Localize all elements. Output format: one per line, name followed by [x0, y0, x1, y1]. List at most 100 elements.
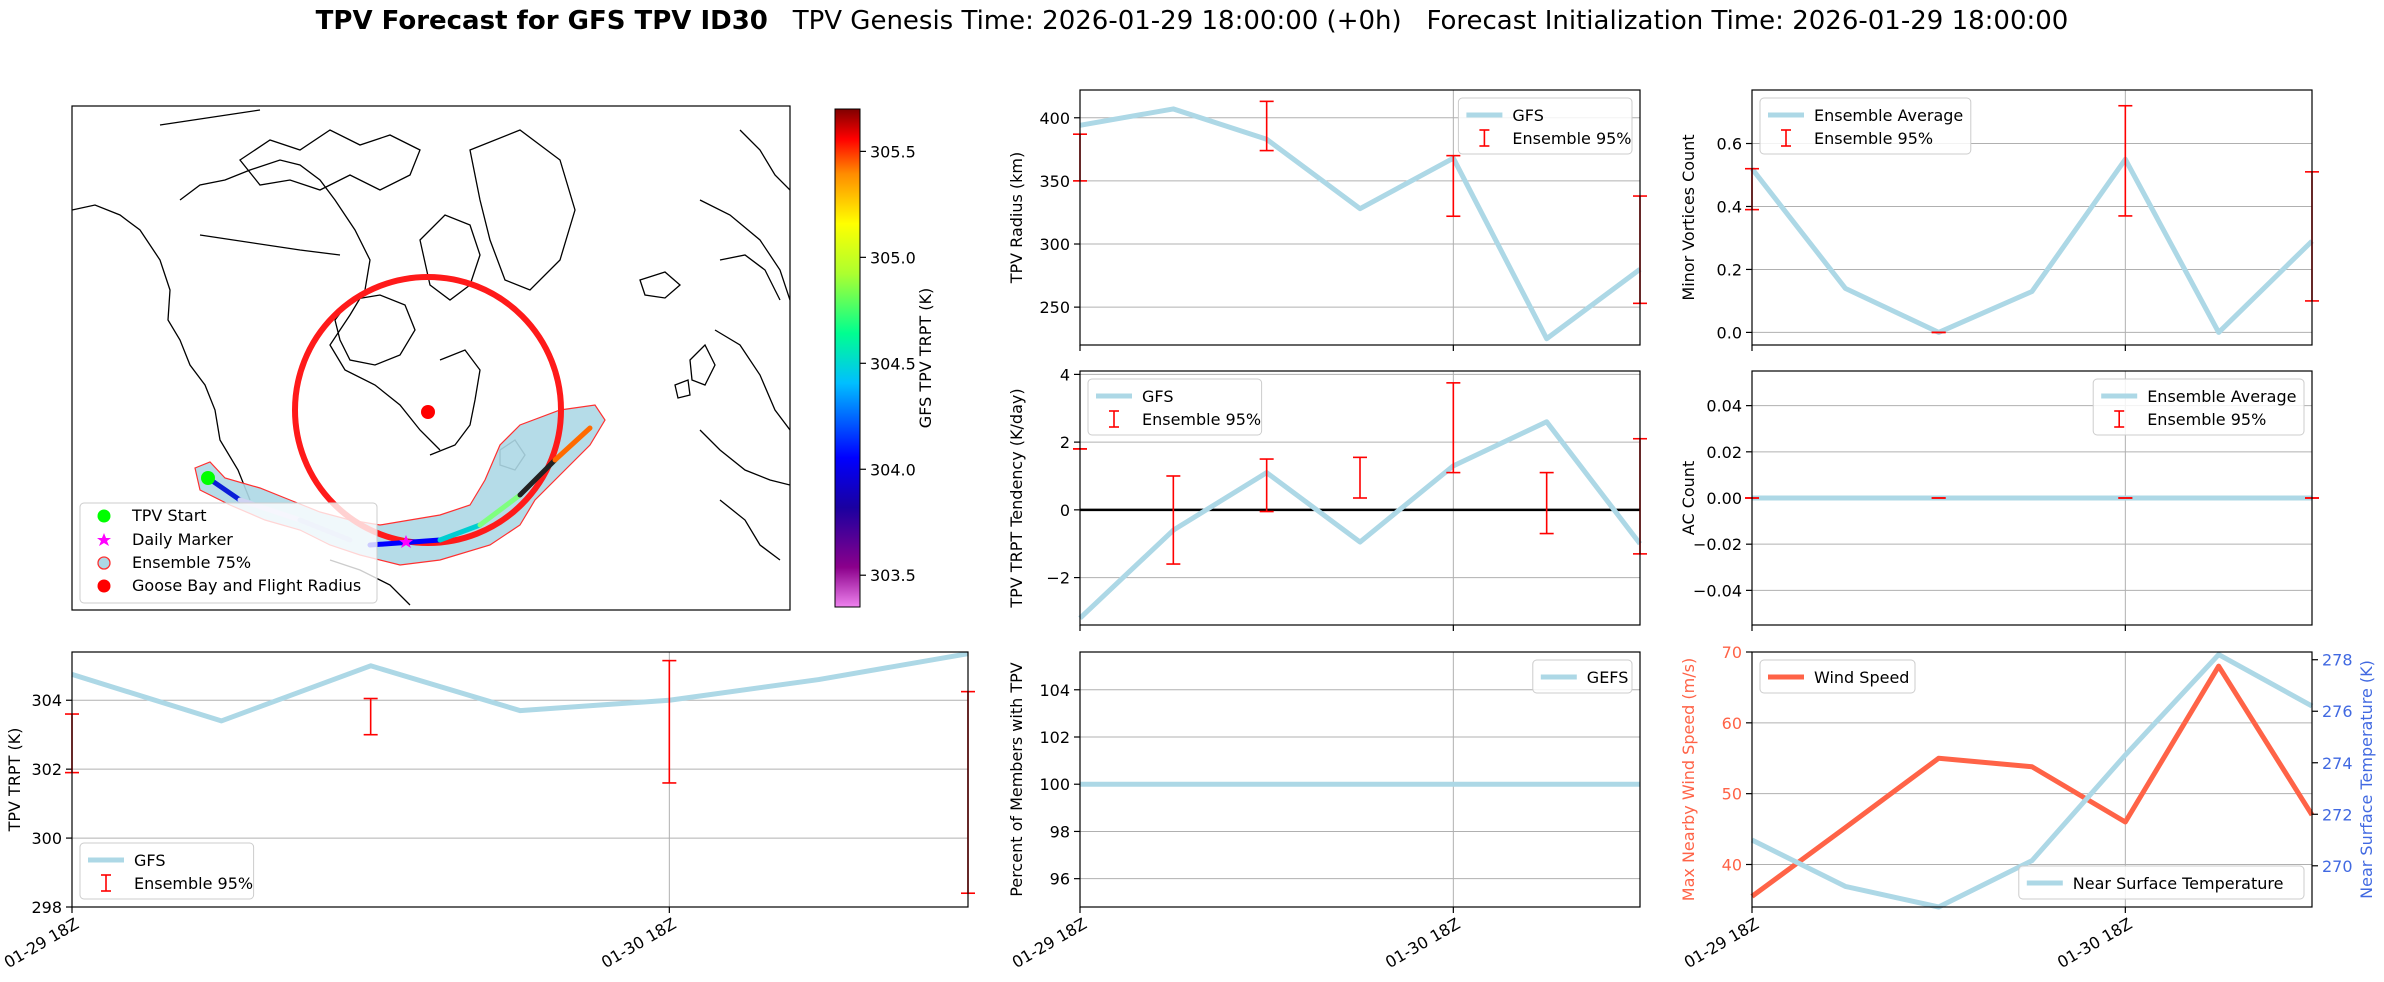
ytick-label: 4 — [1060, 365, 1070, 384]
map-border-line — [159, 109, 341, 256]
legend-box — [79, 842, 255, 900]
colorbar-tick-label: 304.5 — [870, 354, 916, 373]
british-isles — [674, 343, 716, 399]
xtick-label: 01-29 18Z — [1, 914, 82, 972]
ytick-label: 100 — [1039, 775, 1070, 794]
title-genesis-time: TPV Genesis Time: 2026-01-29 18:00:00 (+… — [792, 6, 1402, 36]
y2tick-label: 274 — [2322, 754, 2353, 773]
chart-radius: 250 300 350 400 TPV Radius (km) GFS Ensemble 9… — [1007, 89, 1647, 351]
legend-trpt: GFS Ensemble 95% — [79, 842, 255, 900]
yaxis-label: Percent of Members with TPV — [1007, 662, 1026, 896]
axes-frame — [1079, 89, 1641, 346]
ytick-label: 0.4 — [1717, 197, 1742, 216]
legend-tpv-start: TPV Start — [131, 506, 207, 525]
legend-radius: GFS Ensemble 95% — [1457, 97, 1633, 155]
colorbar-tick-label: 305.5 — [870, 142, 916, 161]
axes-frame — [1751, 89, 2313, 346]
colorbar-label: GFS TPV TRPT (K) — [916, 288, 935, 428]
legend-label: GEFS — [1587, 668, 1629, 687]
series-line-trpt — [71, 651, 969, 724]
colorbar-gradient — [834, 108, 861, 608]
legend-label: Near Surface Temperature — [2073, 874, 2284, 893]
ytick-label: −0.04 — [1693, 581, 1742, 600]
legend-label: Ensemble Average — [1814, 106, 1963, 125]
series-line-radius — [1079, 106, 1642, 342]
legend-label: GFS — [134, 851, 165, 870]
ytick-label: 400 — [1039, 109, 1070, 128]
ytick-label: 2 — [1060, 433, 1070, 452]
legend-ensemble-75: Ensemble 75% — [132, 553, 251, 572]
axes-frame — [71, 651, 969, 908]
legend-daily-marker: Daily Marker — [132, 530, 233, 549]
ytick-label: 250 — [1039, 298, 1070, 317]
y2tick-label: 278 — [2322, 651, 2353, 670]
ytick-label: 40 — [1722, 856, 1742, 875]
series-line-tendency — [1078, 419, 1642, 621]
axes-frame — [1079, 651, 1641, 908]
legend-wind: Near Surface Temperature — [2018, 865, 2305, 900]
ytick-label: 60 — [1722, 714, 1742, 733]
colorbar-tick-label: 305.0 — [870, 248, 916, 267]
legend-box — [1532, 659, 1633, 694]
legend-label: Ensemble 95% — [1142, 410, 1261, 429]
ytick-label: −2 — [1046, 569, 1070, 588]
yaxis-label: TPV Radius (km) — [1007, 152, 1026, 285]
ytick-label: 102 — [1039, 728, 1070, 747]
chart-wind: 40 50 60 70 01-29 18Z 01-30 18Z 270 272 274 276 27… — [1679, 643, 2376, 972]
ytick-label: 98 — [1050, 822, 1070, 841]
scandinavia — [719, 129, 790, 301]
ytick-label: 302 — [31, 760, 62, 779]
labrador-coast — [429, 349, 481, 456]
axes-frame — [1079, 370, 1641, 626]
legend-members: GEFS — [1532, 659, 1633, 694]
y2tick-label: 272 — [2322, 805, 2353, 824]
ytick-label: 304 — [31, 691, 62, 710]
xtick-label: 01-30 18Z — [2054, 914, 2135, 972]
ytick-label: 350 — [1039, 172, 1070, 191]
yaxis-label: AC Count — [1679, 461, 1698, 535]
ytick-label: 0 — [1060, 501, 1070, 520]
yaxis-label: TPV TRPT Tendency (K/day) — [1007, 388, 1026, 608]
ytick-label: 0.2 — [1717, 260, 1742, 279]
map-legend: TPV Start Daily Marker Ensemble 75% Goos… — [79, 502, 378, 604]
ytick-label: 0.04 — [1706, 397, 1742, 416]
coastline-alaska — [72, 204, 251, 501]
legend-label: Ensemble Average — [2147, 387, 2296, 406]
europe-coast — [699, 199, 790, 561]
title-init-time: Forecast Initialization Time: 2026-01-29… — [1426, 6, 2069, 36]
y2tick-label: 276 — [2322, 702, 2353, 721]
legend-box — [2092, 378, 2305, 436]
legend-label: Ensemble 95% — [2147, 410, 2266, 429]
series-line-wind — [1750, 663, 2315, 899]
ytick-label: 70 — [1722, 643, 1742, 662]
ytick-label: −0.02 — [1693, 535, 1742, 554]
legend-box — [1759, 97, 1972, 155]
legend-label: Wind Speed — [1814, 668, 1909, 687]
legend-ensemble-75-icon — [97, 556, 111, 570]
colorbar-tick-label: 304.0 — [870, 460, 916, 479]
legend-box — [1759, 659, 1916, 694]
hudson-bay — [334, 294, 416, 366]
legend-box — [1087, 378, 1263, 436]
xtick-label: 01-30 18Z — [598, 914, 679, 972]
ytick-label: 300 — [31, 829, 62, 848]
legend-label: GFS — [1512, 106, 1543, 125]
legend-label: Ensemble 95% — [1814, 129, 1933, 148]
legend-box — [2018, 865, 2305, 900]
legend-tendency: GFS Ensemble 95% — [1087, 378, 1263, 436]
yaxis-label: TPV TRPT (K) — [5, 728, 24, 833]
goose-bay-marker — [421, 405, 435, 419]
chart-minor: 0.0 0.2 0.4 0.6 Minor Vortices Count Ensemble… — [1679, 89, 2319, 351]
series-line-temperature — [1750, 652, 2314, 910]
legend-daily-marker-icon — [97, 533, 111, 546]
iceland — [639, 271, 681, 299]
chart-ac: −0.04 −0.02 0.00 0.02 0.04 AC Count Ensemble A… — [1679, 370, 2319, 631]
ytick-label: 0.6 — [1717, 135, 1742, 154]
yaxis-label: Max Nearby Wind Speed (m/s) — [1679, 658, 1698, 901]
ytick-label: 0.0 — [1717, 323, 1742, 342]
colorbar-tick-label: 303.5 — [870, 566, 916, 585]
daily-marker — [399, 535, 413, 548]
baffin-island — [419, 214, 481, 301]
axes-frame — [1751, 370, 2313, 626]
map-panel: TPV Start Daily Marker Ensemble 75% Goos… — [71, 105, 935, 611]
